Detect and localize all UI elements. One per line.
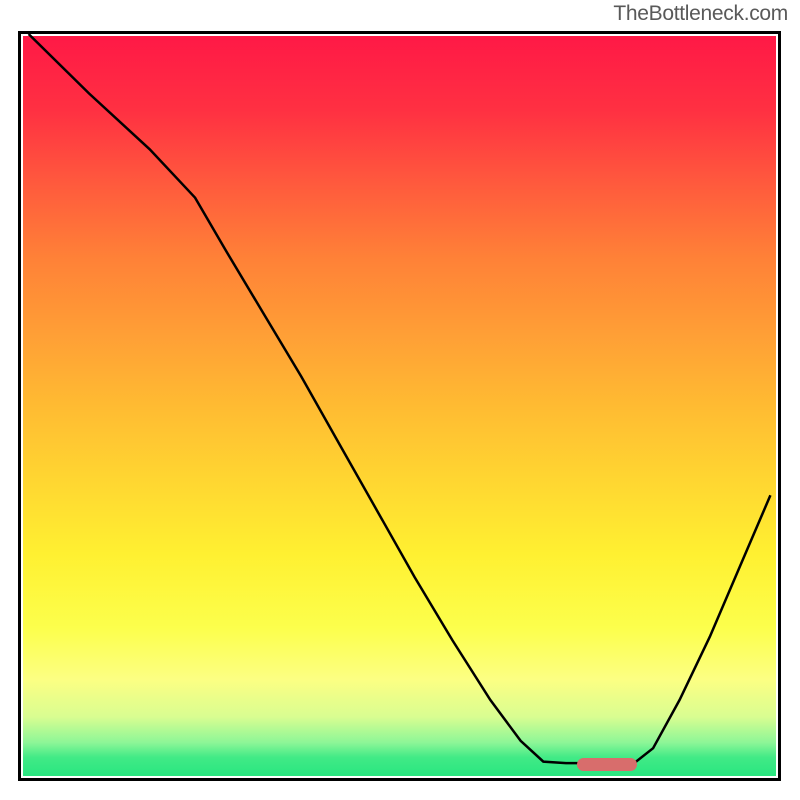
watermark: TheBottleneck.com <box>613 2 788 26</box>
plot-frame <box>18 31 781 781</box>
gradient-background <box>23 36 776 776</box>
optimal-marker <box>577 758 638 771</box>
